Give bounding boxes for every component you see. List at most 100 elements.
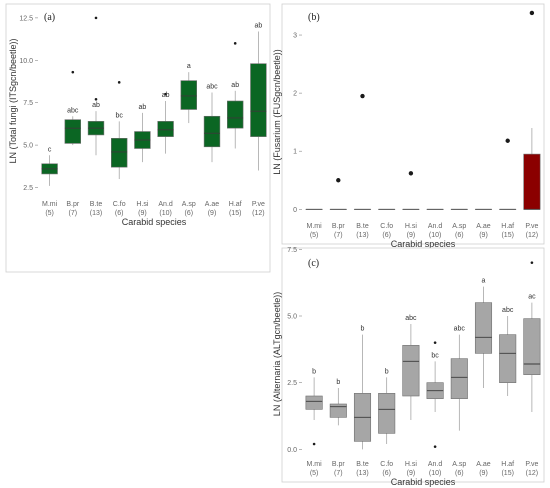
x-tick-label: A.sp: [452, 223, 466, 230]
significance-letter: ab: [92, 102, 100, 109]
y-axis-title: LN (Alternaria (ALTgcn/beetle)): [272, 292, 282, 416]
x-tick-label: C.fo: [380, 461, 393, 468]
y-tick-label: 2.5: [23, 185, 33, 192]
x-tick-label: B.te: [356, 461, 369, 468]
x-tick-label: P.ve: [525, 461, 538, 468]
box-B.pr: b: [329, 379, 347, 426]
box-A.ae: abc: [203, 84, 221, 163]
outlier-point: [336, 178, 341, 183]
outlier-point: [233, 42, 237, 45]
x-tick-label: H.si: [136, 201, 149, 208]
box-P.ve: ac: [523, 261, 541, 412]
x-count-label: (10): [429, 232, 441, 239]
x-tick-label: H.af: [229, 201, 242, 208]
outlier-point: [117, 81, 121, 84]
box-body: [180, 80, 197, 110]
y-tick-label: 5.0: [287, 314, 297, 321]
outlier-point: [433, 445, 437, 448]
x-count-label: (10): [429, 470, 441, 477]
x-tick-label: H.af: [501, 223, 514, 230]
y-tick-label: 2: [293, 91, 297, 98]
box-B.pr: [329, 178, 347, 210]
significance-letter: abc: [67, 107, 79, 114]
x-tick-label: B.te: [356, 223, 369, 230]
x-count-label: (13): [90, 210, 102, 217]
box-A.sp: a: [180, 63, 197, 124]
x-tick-label: P.ve: [252, 201, 265, 208]
x-count-label: (15): [501, 232, 513, 239]
box-body: [329, 403, 347, 418]
x-tick-label: A.sp: [452, 461, 466, 468]
x-count-label: (9): [138, 210, 147, 217]
x-count-label: (7): [334, 232, 343, 239]
box-body: [523, 153, 541, 210]
x-count-label: (5): [310, 470, 319, 477]
box-C.fo: bc: [111, 81, 128, 180]
panel-tag: (a): [44, 12, 55, 23]
x-tick-label: H.si: [405, 461, 418, 468]
x-tick-label: H.si: [405, 223, 418, 230]
significance-letter: bc: [431, 352, 439, 359]
box-body: [450, 358, 468, 399]
y-axis-title: LN (Total fungi (ITSgcn/beetle)): [8, 38, 18, 163]
x-tick-label: An.d: [428, 461, 443, 468]
significance-letter: b: [385, 368, 389, 375]
panel-tag: (c): [308, 258, 319, 269]
significance-letter: bc: [115, 112, 123, 119]
box-An.d: ab: [157, 92, 174, 154]
x-tick-label: P.ve: [525, 223, 538, 230]
box-body: [499, 334, 517, 383]
box-body: [402, 345, 420, 397]
significance-letter: c: [48, 146, 52, 153]
outlier-point: [94, 98, 98, 101]
outlier-point: [71, 70, 75, 74]
x-count-label: (6): [455, 470, 464, 477]
x-count-label: (9): [407, 470, 416, 477]
box-A.sp: abc: [450, 326, 468, 431]
box-body: [378, 393, 396, 434]
y-tick-label: 12.5: [19, 15, 33, 22]
y-tick-label: 2.5: [287, 380, 297, 387]
x-count-label: (12): [526, 232, 538, 239]
x-count-label: (6): [115, 210, 124, 217]
x-count-label: (7): [69, 210, 78, 217]
x-count-label: (6): [185, 210, 194, 217]
x-count-label: (5): [310, 232, 319, 239]
x-tick-label: B.pr: [332, 461, 346, 468]
y-tick-label: 1: [293, 149, 297, 156]
x-count-label: (6): [382, 470, 391, 477]
box-B.te: [353, 93, 372, 210]
panel-3: 0.0 2.5 5.0 7.5 LN (Alternaria (ALTgcn/beetl…: [272, 247, 545, 487]
box-body: [227, 100, 244, 129]
x-count-label: (9): [208, 210, 217, 217]
box-body: [474, 302, 493, 354]
box-H.af: [499, 138, 517, 210]
x-axis-title: Carabid species: [391, 239, 456, 249]
x-tick-label: A.ae: [476, 461, 491, 468]
x-count-label: (7): [334, 470, 343, 477]
outlier-point: [530, 261, 534, 264]
box-body: [64, 119, 81, 144]
x-axis-title: Carabid species: [122, 217, 187, 227]
box-H.af: abc: [499, 307, 517, 396]
y-tick-label: 0.0: [287, 447, 297, 454]
significance-letter: ac: [528, 294, 536, 301]
x-tick-label: M.mi: [42, 201, 58, 208]
x-tick-label: M.mi: [307, 461, 323, 468]
x-count-label: (5): [45, 210, 54, 217]
box-body: [523, 318, 541, 375]
box-body: [305, 395, 323, 410]
significance-letter: abc: [502, 307, 514, 314]
y-axis-title: LN (Fusarium (FUSgcn/beetle)): [272, 49, 282, 175]
box-B.te: ab: [87, 16, 105, 156]
outlier-point: [433, 341, 437, 344]
panel-1: 2.5 5.0 7.5 10.0 12.5 LN (Total fungi (ITSgcn…: [5, 3, 271, 273]
box-C.fo: b: [378, 368, 396, 444]
outlier-point: [360, 93, 365, 99]
x-count-label: (15): [229, 210, 241, 217]
significance-letter: b: [312, 368, 316, 375]
outlier-point: [94, 16, 98, 20]
x-tick-label: H.af: [501, 461, 514, 468]
box-H.af: ab: [227, 42, 244, 149]
